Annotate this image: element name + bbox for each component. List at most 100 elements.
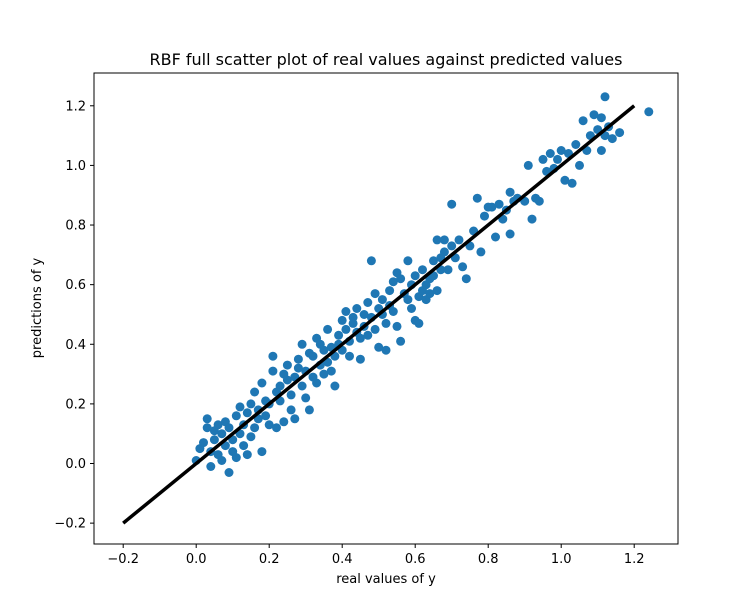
x-tick-label-6: 1.0 <box>551 552 572 567</box>
data-point-46 <box>279 417 289 427</box>
y-tick-label-6: 1.0 <box>65 159 86 174</box>
data-point-128 <box>432 235 442 245</box>
x-tick-label-4: 0.6 <box>405 552 426 567</box>
data-point-47 <box>282 360 292 370</box>
data-point-25 <box>242 408 252 418</box>
data-point-71 <box>326 366 336 376</box>
data-point-110 <box>396 336 406 346</box>
data-point-160 <box>534 196 544 206</box>
data-point-15 <box>224 423 234 433</box>
data-point-22 <box>235 402 245 412</box>
data-point-3 <box>202 423 212 433</box>
y-tick-label-7: 1.2 <box>65 99 86 114</box>
chart-title: RBF full scatter plot of real values aga… <box>150 50 623 69</box>
data-point-99 <box>377 295 387 305</box>
data-point-55 <box>297 381 307 391</box>
y-axis: −0.2 0.0 0.2 0.4 0.6 0.8 1.0 1.2 <box>54 99 94 532</box>
data-point-7 <box>209 435 219 445</box>
data-point-165 <box>553 154 562 164</box>
data-point-40 <box>268 366 278 376</box>
data-point-39 <box>268 351 278 361</box>
data-point-145 <box>480 211 489 221</box>
data-point-38 <box>264 420 274 430</box>
x-tick-label-7: 1.2 <box>624 552 645 567</box>
data-point-50 <box>286 390 296 400</box>
data-point-105 <box>388 277 398 287</box>
x-tick-label-5: 0.8 <box>478 552 499 567</box>
data-point-184 <box>644 107 654 117</box>
data-point-138 <box>454 235 464 245</box>
data-point-136 <box>447 241 457 251</box>
data-point-101 <box>381 318 391 328</box>
data-point-125 <box>425 289 435 299</box>
data-point-26 <box>242 450 252 460</box>
data-point-158 <box>527 214 537 224</box>
data-point-92 <box>363 298 373 307</box>
data-point-166 <box>556 146 566 155</box>
data-point-180 <box>600 92 610 102</box>
reference-line <box>122 104 636 525</box>
data-point-70 <box>323 324 333 334</box>
data-point-129 <box>432 286 442 296</box>
data-point-139 <box>458 262 468 272</box>
data-point-68 <box>319 345 329 355</box>
data-point-167 <box>560 175 570 185</box>
x-axis-label: real values of y <box>336 572 436 587</box>
data-point-67 <box>319 369 329 379</box>
data-point-153 <box>505 229 515 239</box>
data-point-132 <box>439 247 449 257</box>
data-point-89 <box>359 310 369 319</box>
data-point-20 <box>231 453 241 463</box>
x-tick-label-1: 0.0 <box>186 552 207 567</box>
data-point-79 <box>341 324 351 334</box>
data-point-143 <box>472 193 482 203</box>
data-point-98 <box>374 342 384 352</box>
data-point-163 <box>545 149 555 158</box>
data-point-113 <box>403 295 413 305</box>
y-tick-label-0: −0.2 <box>54 517 86 532</box>
data-point-75 <box>334 330 344 340</box>
data-point-112 <box>403 256 413 266</box>
data-point-103 <box>385 286 395 296</box>
data-point-28 <box>246 432 256 442</box>
data-point-152 <box>505 187 515 197</box>
data-point-183 <box>615 128 625 138</box>
data-point-172 <box>578 116 588 126</box>
data-point-56 <box>297 339 307 349</box>
data-point-29 <box>250 387 260 397</box>
data-point-95 <box>370 289 380 299</box>
data-point-144 <box>476 247 486 257</box>
data-point-84 <box>348 318 358 328</box>
data-point-108 <box>392 321 402 331</box>
data-point-43 <box>275 381 285 391</box>
data-point-135 <box>447 199 457 209</box>
data-point-115 <box>407 304 416 313</box>
data-point-36 <box>261 411 271 421</box>
y-tick-label-1: 0.0 <box>65 457 86 472</box>
data-point-106 <box>388 307 398 316</box>
data-point-82 <box>345 351 354 361</box>
data-point-27 <box>246 399 256 409</box>
data-point-157 <box>523 160 533 170</box>
data-point-85 <box>352 304 362 313</box>
data-point-149 <box>494 199 504 209</box>
x-axis: −0.2 0.0 0.2 0.4 0.6 0.8 1.0 1.2 <box>107 544 645 567</box>
data-point-78 <box>337 315 347 325</box>
data-point-53 <box>293 363 303 373</box>
data-point-87 <box>355 333 365 343</box>
y-tick-label-2: 0.2 <box>65 397 86 412</box>
data-point-34 <box>257 447 267 457</box>
data-point-54 <box>293 354 303 364</box>
data-point-48 <box>282 375 292 385</box>
y-axis-label: predictions of y <box>30 257 45 358</box>
data-point-121 <box>418 265 427 275</box>
data-point-64 <box>312 378 322 388</box>
data-point-4 <box>202 414 212 424</box>
data-point-2 <box>199 438 208 448</box>
data-point-5 <box>206 462 216 471</box>
data-point-41 <box>272 423 281 433</box>
data-point-30 <box>250 423 260 433</box>
data-point-102 <box>381 345 391 355</box>
data-point-33 <box>257 378 267 388</box>
x-tick-label-3: 0.4 <box>332 552 353 567</box>
